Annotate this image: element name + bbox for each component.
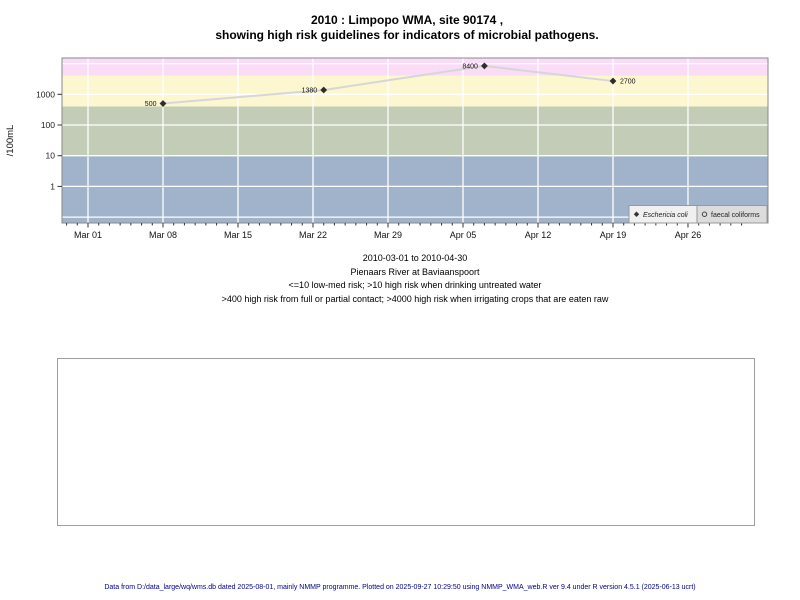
data-point-label: 500 — [145, 101, 157, 108]
y-tick-label: 1 — [50, 181, 55, 191]
legend-circle-marker-icon — [701, 211, 708, 217]
data-point-marker — [481, 62, 488, 70]
chart-captions: 2010-03-01 to 2010-04-30 Pienaars River … — [15, 252, 800, 306]
legend-cell-faecal-coliforms — [696, 205, 768, 224]
legend-label: Eschericia coli — [643, 212, 688, 219]
data-point-label: 2700 — [620, 79, 636, 86]
plot-border — [61, 57, 769, 224]
chart-plot: Mar 01 Mar 08 Mar 15 Mar 22 Mar 29 Apr 05 Apr … — [5, 57, 769, 240]
series-line — [162, 64, 614, 105]
y-tick-label: 100 — [41, 120, 55, 130]
data-point-label: 8400 — [462, 63, 478, 70]
chart-title-line2: showing high risk guidelines for indicat… — [215, 28, 599, 42]
caption-period: 2010-03-01 to 2010-04-30 — [362, 253, 468, 263]
x-tick-label: Mar 08 — [149, 230, 177, 240]
footer-note: Data from D:/data_large/wq/wms.db dated … — [104, 584, 696, 591]
x-tick-label: Mar 29 — [374, 230, 402, 240]
x-tick-label: Mar 01 — [74, 230, 102, 240]
caption-guideline-drinking: <=10 low-med risk; >10 high risk when dr… — [288, 280, 542, 290]
legend-diamond-marker-icon — [633, 211, 640, 217]
chart-title-line1: 2010 : Limpopo WMA, site 90174 , — [310, 13, 504, 27]
empty-panel — [57, 358, 755, 526]
x-tick-label: Apr 26 — [675, 230, 702, 240]
data-point-label: 1380 — [302, 88, 318, 95]
band-irrigation-risk-above-4000 — [62, 58, 768, 76]
y-axis-title: /100mL — [5, 125, 16, 157]
data-point-marker — [159, 100, 167, 107]
data-point-marker — [320, 86, 328, 94]
band-drinking-risk-10-400 — [62, 106, 768, 156]
caption-guideline-contact: >400 high risk from full or partial cont… — [221, 293, 609, 304]
y-tick-label: 1000 — [36, 89, 55, 99]
y-tick-label: 10 — [46, 151, 56, 161]
caption-site: Pienaars River at Baviaanspoort — [350, 266, 480, 277]
chart-title: 2010 : Limpopo WMA, site 90174 , showing… — [7, 13, 800, 43]
x-tick-label: Apr 19 — [600, 230, 627, 240]
x-tick-label: Mar 22 — [299, 230, 327, 240]
x-tick-label: Apr 05 — [450, 230, 477, 240]
x-tick-label: Apr 12 — [525, 230, 552, 240]
legend-label: faecal coliforms — [711, 212, 760, 219]
x-tick-label: Mar 15 — [224, 230, 252, 240]
band-contact-risk-400-4000 — [62, 75, 768, 107]
data-point-marker — [609, 77, 617, 85]
